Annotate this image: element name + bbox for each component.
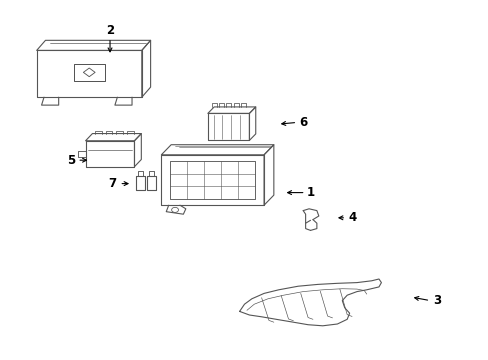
Text: 4: 4 <box>347 211 355 224</box>
Text: 7: 7 <box>108 177 116 190</box>
Text: 6: 6 <box>299 116 306 129</box>
Text: 2: 2 <box>106 24 114 37</box>
Text: 5: 5 <box>67 154 75 167</box>
Text: 3: 3 <box>433 294 441 307</box>
Text: 1: 1 <box>306 186 314 199</box>
